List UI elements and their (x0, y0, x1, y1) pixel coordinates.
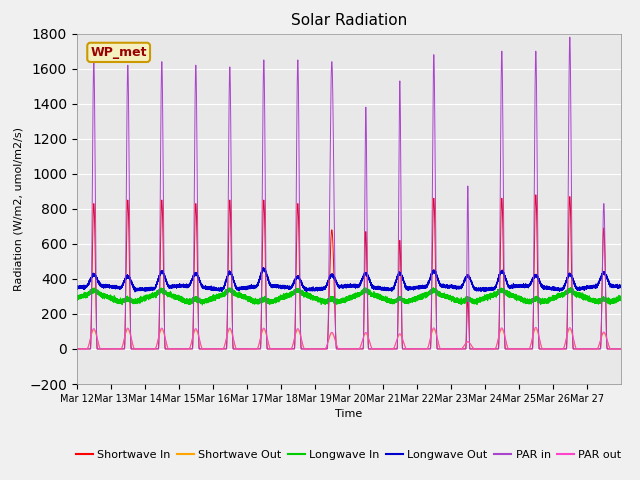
Text: WP_met: WP_met (90, 46, 147, 59)
Title: Solar Radiation: Solar Radiation (291, 13, 407, 28)
Y-axis label: Radiation (W/m2, umol/m2/s): Radiation (W/m2, umol/m2/s) (13, 127, 24, 291)
X-axis label: Time: Time (335, 409, 362, 419)
Legend: Shortwave In, Shortwave Out, Longwave In, Longwave Out, PAR in, PAR out: Shortwave In, Shortwave Out, Longwave In… (72, 445, 626, 465)
